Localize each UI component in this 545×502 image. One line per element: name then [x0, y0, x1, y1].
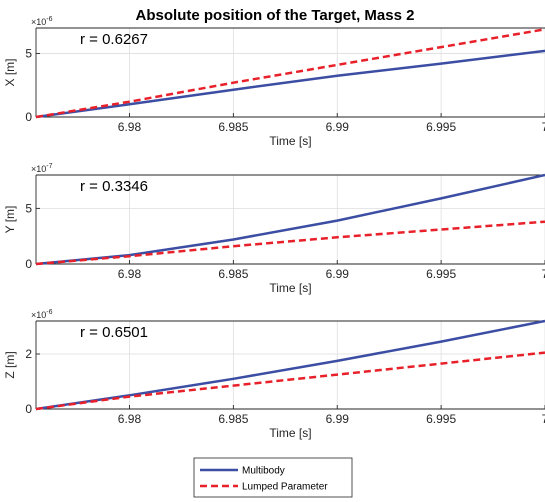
x-tick-label: 6.98	[118, 267, 142, 281]
x-tick-label: 6.99	[326, 412, 350, 426]
y-axis-label: Z [m]	[3, 351, 17, 378]
legend: Multibody Lumped Parameter	[193, 457, 353, 498]
series-line-lumped-parameter	[35, 220, 545, 266]
legend-box	[193, 457, 353, 498]
series-line-multibody	[35, 49, 545, 119]
y-axis-label: Y [m]	[3, 206, 17, 234]
y-tick-label: 5	[25, 46, 32, 60]
x-tick-label: 6.985	[218, 267, 248, 281]
y-tick-label: 5	[25, 201, 32, 215]
y-exponent-label: ×10-6	[31, 16, 53, 27]
y-exponent-label: ×10-7	[31, 163, 53, 174]
series-line-lumped-parameter	[35, 28, 545, 119]
y-tick-label: 0	[25, 402, 32, 416]
correlation-annotation: r = 0.3346	[80, 178, 148, 195]
subplot-1: 6.98 6.985 6.99 6.995 7 0 5 ×10-6 Time [s] X [m] r…	[3, 16, 545, 148]
y-exponent-label: ×10-6	[31, 309, 53, 320]
x-axis-label: Time [s]	[269, 281, 311, 295]
x-tick-label: 7	[542, 120, 545, 134]
y-tick-label: 0	[25, 110, 32, 124]
x-tick-label: 6.99	[326, 120, 350, 134]
x-tick-label: 6.98	[118, 120, 142, 134]
correlation-annotation: r = 0.6267	[80, 31, 148, 48]
x-tick-label: 7	[542, 267, 545, 281]
subplot-3: 6.98 6.985 6.99 6.995 7 0 2 ×10-6 Time [s] Z [m] r…	[3, 309, 545, 440]
figure-title: Absolute position of the Target, Mass 2	[136, 7, 415, 24]
x-tick-label: 6.995	[426, 412, 456, 426]
subplot-2: 6.98 6.985 6.99 6.995 7 0 5 ×10-7 Time [s] Y [m] r…	[3, 163, 545, 295]
correlation-annotation: r = 0.6501	[80, 324, 148, 341]
y-tick-label: 2	[25, 347, 32, 361]
y-tick-label: 0	[25, 257, 32, 271]
x-axis-label: Time [s]	[269, 134, 311, 148]
y-axis-label: X [m]	[3, 58, 17, 86]
x-tick-label: 6.99	[326, 267, 350, 281]
series-line-lumped-parameter	[35, 351, 545, 411]
x-tick-label: 6.995	[426, 120, 456, 134]
x-tick-label: 6.985	[218, 412, 248, 426]
x-tick-label: 6.995	[426, 267, 456, 281]
legend-label-lumped-parameter: Lumped Parameter	[242, 482, 328, 493]
x-tick-label: 6.985	[218, 120, 248, 134]
x-tick-label: 7	[542, 412, 545, 426]
x-axis-label: Time [s]	[269, 426, 311, 440]
legend-label-multibody: Multibody	[242, 466, 285, 477]
x-tick-label: 6.98	[118, 412, 142, 426]
